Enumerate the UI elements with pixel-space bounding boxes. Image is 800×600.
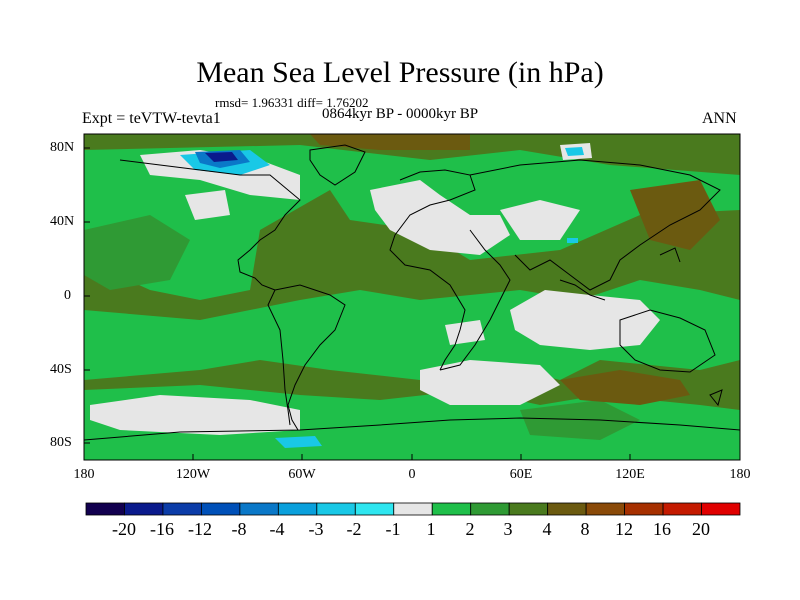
island-outline xyxy=(709,389,723,407)
colorbar-swatch xyxy=(162,502,202,516)
antarctica-coast xyxy=(84,417,740,441)
pressure-field xyxy=(84,134,740,460)
colorbar-label: -2 xyxy=(346,519,362,539)
white-region xyxy=(420,360,560,405)
white-region xyxy=(185,190,230,220)
experiment-label: Expt = teVTW-tevta1 xyxy=(82,110,221,127)
colorbar-label: 2 xyxy=(465,519,475,539)
lon-label: 0 xyxy=(408,467,416,482)
colorbar-label: -16 xyxy=(150,519,174,539)
light-blue-region xyxy=(567,238,578,243)
colorbar-swatch xyxy=(393,502,433,516)
lon-label: 180 xyxy=(729,467,751,482)
white-region xyxy=(445,320,485,345)
colorbar-swatch xyxy=(508,502,549,516)
lat-label: 80S xyxy=(50,435,72,450)
colorbar-label: -8 xyxy=(231,519,247,539)
colorbar-label: 12 xyxy=(615,519,633,539)
colorbar-swatch xyxy=(316,502,356,516)
colorbar-label: -20 xyxy=(112,519,136,539)
island-outline xyxy=(559,279,606,301)
north-america-coast xyxy=(119,159,301,291)
lat-label: 40S xyxy=(50,362,72,377)
white-region xyxy=(500,200,580,240)
colorbar-swatch xyxy=(239,502,279,516)
lat-label: 80N xyxy=(50,140,75,155)
tick-marks xyxy=(84,147,631,460)
colorbar-swatch xyxy=(85,502,125,516)
period-label: 0864kyr BP - 0000kyr BP xyxy=(322,106,479,122)
colorbar-swatch xyxy=(354,502,395,516)
season-label: ANN xyxy=(702,110,737,127)
lat-label: 40N xyxy=(50,214,75,229)
stats-label: rmsd= 1.96331 diff= 1.76202 xyxy=(215,95,369,110)
colorbar-swatch xyxy=(701,502,741,516)
colorbar-swatch xyxy=(431,502,472,516)
colorbar-label: 3 xyxy=(503,519,513,539)
island-outline xyxy=(659,247,681,263)
colorbar-label: 1 xyxy=(426,519,436,539)
colorbar-label: 16 xyxy=(653,519,671,539)
colorbar-label: -4 xyxy=(269,519,285,539)
light-blue-region xyxy=(565,147,584,156)
colorbar-label: 20 xyxy=(692,519,710,539)
greenland-coast xyxy=(309,144,366,186)
south-america-coast xyxy=(274,284,346,431)
map-title: Mean Sea Level Pressure (in hPa) xyxy=(196,56,604,89)
lon-label: 180 xyxy=(73,467,95,482)
light-blue-region xyxy=(275,436,322,448)
colorbar-label: 8 xyxy=(580,519,590,539)
white-region xyxy=(510,290,660,350)
africa-east-coast xyxy=(439,229,511,371)
navy-region xyxy=(205,152,238,162)
lat-label: 0 xyxy=(64,288,71,303)
colorbar-swatch xyxy=(547,502,587,516)
colorbar-swatch xyxy=(470,502,510,516)
colorbar xyxy=(85,502,741,516)
colorbar-swatch xyxy=(201,502,241,516)
europe-africa-coast xyxy=(389,169,476,371)
colorbar-swatch xyxy=(624,502,664,516)
colorbar-swatch xyxy=(124,502,164,516)
brown-region xyxy=(560,370,690,405)
colorbar-swatch xyxy=(662,502,702,516)
lon-label: 120W xyxy=(175,467,211,482)
brown-region xyxy=(310,134,470,150)
australia-coast xyxy=(619,309,716,373)
colorbar-label: -12 xyxy=(188,519,212,539)
lon-label: 60W xyxy=(288,467,316,482)
colorbar-label: -1 xyxy=(385,519,401,539)
white-region xyxy=(90,395,300,435)
colorbar-label: 4 xyxy=(542,519,552,539)
coastlines xyxy=(84,144,740,441)
colorbar-swatch xyxy=(585,502,625,516)
brown-region xyxy=(630,180,720,250)
colorbar-swatch xyxy=(277,502,318,516)
asia-coast xyxy=(469,159,721,291)
south-america-west-coast xyxy=(267,289,291,426)
lon-label: 60E xyxy=(509,467,533,482)
dark-green-region xyxy=(84,215,190,290)
colorbar-label: -3 xyxy=(308,519,324,539)
lon-label: 120E xyxy=(615,467,645,482)
